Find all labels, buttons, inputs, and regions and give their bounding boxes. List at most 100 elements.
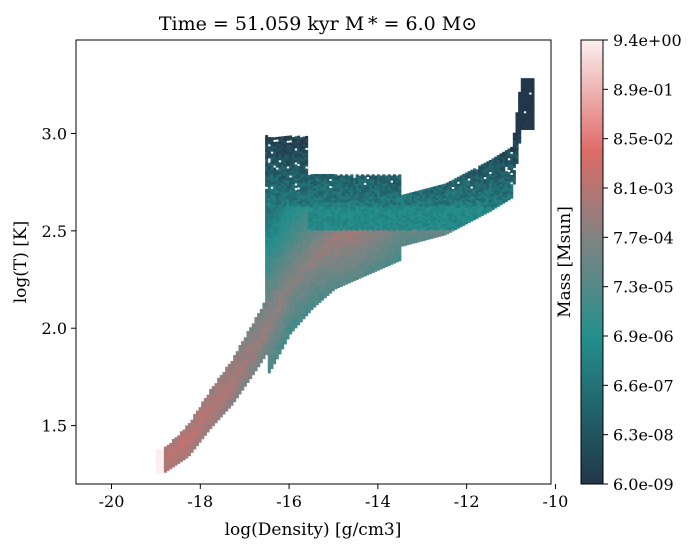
heatmap-cell xyxy=(254,349,258,353)
heatmap-cell xyxy=(361,251,365,255)
heatmap-cell xyxy=(526,122,530,126)
heatmap-cell xyxy=(374,245,378,249)
heatmap-cell xyxy=(334,239,338,243)
heatmap-cell xyxy=(454,224,458,228)
heatmap-cell xyxy=(270,284,274,288)
heatmap-cell xyxy=(270,162,274,166)
heatmap-cell xyxy=(376,230,381,234)
heatmap-cell xyxy=(438,194,442,198)
heatmap-cell xyxy=(297,259,301,263)
heatmap-cell xyxy=(273,162,277,166)
heatmap-cell xyxy=(217,382,221,386)
heatmap-cell xyxy=(267,272,271,276)
heatmap-cell xyxy=(198,409,202,413)
heatmap-cell xyxy=(302,297,306,301)
heatmap-cell xyxy=(331,204,335,208)
heatmap-cell xyxy=(209,407,213,411)
heatmap-cell xyxy=(454,217,458,221)
heatmap-cell xyxy=(347,210,351,214)
heatmap-cell xyxy=(267,307,271,311)
heatmap-cell xyxy=(379,231,383,235)
heatmap-cell xyxy=(382,244,386,248)
heatmap-cell xyxy=(275,267,279,271)
heatmap-cell xyxy=(387,197,391,201)
heatmap-cell xyxy=(376,249,381,252)
heatmap-cell xyxy=(483,193,487,196)
heatmap-cell xyxy=(353,278,357,282)
heatmap-cell xyxy=(323,283,327,287)
heatmap-cell xyxy=(400,194,405,198)
heatmap-cell xyxy=(384,205,389,209)
heatmap-cell xyxy=(294,304,298,308)
heatmap-cell xyxy=(331,234,335,238)
heatmap-cell xyxy=(345,235,349,238)
heatmap-cell xyxy=(283,280,287,284)
heatmap-cell xyxy=(291,223,295,227)
heatmap-cell xyxy=(361,246,365,250)
heatmap-cell xyxy=(259,346,263,350)
heatmap-cell xyxy=(353,217,357,221)
heatmap-cell xyxy=(504,150,508,153)
heatmap-cell xyxy=(262,321,266,325)
heatmap-cell xyxy=(384,247,389,251)
heatmap-cell xyxy=(270,296,274,299)
heatmap-cell xyxy=(281,138,285,142)
heatmap-cell xyxy=(398,216,402,220)
heatmap-cell xyxy=(238,391,242,395)
heatmap-cell xyxy=(302,211,306,215)
heatmap-cell xyxy=(355,260,359,264)
heatmap-cell xyxy=(390,238,394,242)
heatmap-cell xyxy=(281,136,285,140)
heatmap-cell xyxy=(254,347,258,351)
heatmap-cell xyxy=(491,170,495,173)
heatmap-cell xyxy=(390,175,394,179)
heatmap-cell xyxy=(217,410,221,414)
heatmap-cell xyxy=(515,114,519,118)
heatmap-cell xyxy=(331,180,335,184)
heatmap-cell xyxy=(209,421,213,425)
heatmap-cell xyxy=(273,204,277,208)
heatmap-cell xyxy=(478,195,482,199)
heatmap-cell xyxy=(209,417,213,420)
heatmap-cell xyxy=(305,236,309,240)
heatmap-cell xyxy=(430,212,434,216)
heatmap-cell xyxy=(331,232,335,236)
heatmap-cell xyxy=(278,309,282,313)
heatmap-cell xyxy=(206,418,210,421)
heatmap-cell xyxy=(238,382,242,386)
heatmap-cell xyxy=(281,162,285,165)
heatmap-cell xyxy=(259,337,263,340)
heatmap-cell xyxy=(443,211,447,215)
heatmap-cell xyxy=(278,260,282,264)
heatmap-cell xyxy=(278,314,282,317)
heatmap-cell xyxy=(371,207,375,210)
heatmap-cell xyxy=(499,165,503,168)
heatmap-cell xyxy=(278,267,282,271)
heatmap-cell xyxy=(456,176,460,180)
heatmap-cell xyxy=(283,269,287,272)
heatmap-cell xyxy=(310,291,314,294)
heatmap-cell xyxy=(456,179,460,182)
heatmap-cell xyxy=(310,218,314,222)
heatmap-cell xyxy=(267,340,271,344)
heatmap-cell xyxy=(395,257,399,261)
heatmap-cell xyxy=(339,265,343,269)
heatmap-cell xyxy=(361,242,365,245)
heatmap-cell xyxy=(222,383,226,387)
heatmap-cell xyxy=(291,324,295,327)
heatmap-cell xyxy=(310,239,314,243)
heatmap-cell xyxy=(353,269,357,272)
heatmap-cell xyxy=(326,188,330,191)
heatmap-cell xyxy=(321,274,325,278)
heatmap-cell xyxy=(265,322,269,325)
heatmap-cell xyxy=(331,258,335,261)
heatmap-cell xyxy=(334,256,338,259)
heatmap-cell xyxy=(326,223,330,226)
heatmap-cell xyxy=(337,201,341,204)
heatmap-cell xyxy=(275,146,279,149)
heatmap-cell xyxy=(440,212,444,216)
heatmap-cell xyxy=(289,331,293,335)
heatmap-cell xyxy=(281,140,285,144)
heatmap-cell xyxy=(390,212,394,216)
